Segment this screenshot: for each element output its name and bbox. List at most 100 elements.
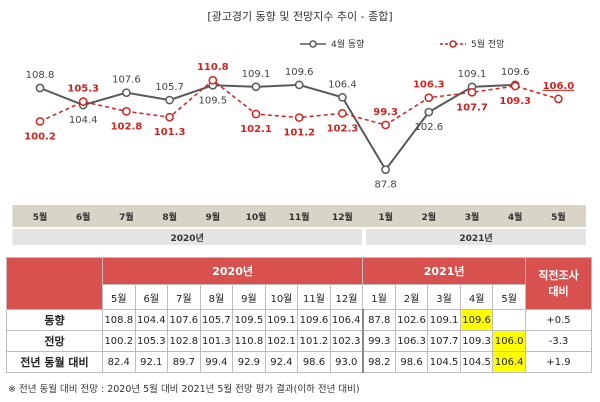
data-point-0-0	[35, 83, 45, 93]
data-point-1-7	[338, 108, 347, 118]
table-cell: 105.7	[199, 309, 234, 331]
table-cell: 100.2	[102, 330, 136, 352]
legend-item-1: 5월 전망	[440, 38, 504, 50]
table-month-header: 8월	[199, 284, 234, 310]
data-point-1-8	[381, 120, 390, 130]
table-month-header: 11월	[297, 284, 331, 310]
data-point-0-8	[381, 165, 390, 175]
data-label-0-9: 102.6	[414, 122, 443, 133]
data-point-1-4	[208, 75, 218, 85]
table-cell: 89.7	[167, 351, 201, 373]
table-cell: 104.5	[427, 351, 461, 373]
table-cell: 109.6	[297, 309, 331, 331]
data-label-0-7: 106.4	[328, 79, 357, 90]
table-month-header: 5월	[102, 284, 136, 310]
x-tick-label-11: 4월	[508, 211, 523, 223]
data-point-0-6	[294, 80, 304, 90]
x-tick-label-0: 5월	[33, 211, 48, 223]
legend-marker	[309, 40, 317, 48]
table-cell: 109.3	[459, 330, 494, 352]
data-point-0-2	[122, 88, 131, 98]
x-tick-label-3: 8월	[162, 211, 177, 223]
year-label-0: 2020년	[171, 232, 204, 244]
table-month-header: 10월	[264, 284, 299, 310]
data-label-0-2: 107.6	[112, 75, 141, 86]
table-cell: 109.5	[232, 309, 266, 331]
year-band-0	[12, 229, 363, 245]
table-month-header: 1월	[362, 284, 396, 310]
legend-marker	[449, 40, 457, 48]
table-cell: 101.3	[199, 330, 234, 352]
plot-area: 108.8 104.4 107.6 105.7 109.5 109.1 109.6 106.4…	[24, 62, 574, 190]
line-chart: [광고경기 동향 및 전망지수 추이 - 종합] 4월 동향 5월 전망 108.…	[12, 10, 586, 245]
data-label-1-11: 109.3	[499, 96, 531, 107]
table-cell: 82.4	[102, 351, 136, 373]
table-cell: 98.6	[297, 351, 331, 373]
data-label-0-4: 109.5	[198, 95, 227, 106]
data-label-0-3: 105.7	[155, 82, 184, 93]
table-month-header: 5월	[492, 284, 526, 310]
table-cell: 108.8	[102, 309, 136, 331]
table-cell: 99.4	[199, 351, 234, 373]
table-cell: 98.2	[361, 351, 396, 373]
table-cell: 106.4	[329, 309, 364, 331]
x-tick-label-4: 9월	[206, 211, 221, 223]
legend-label: 4월 동향	[331, 38, 364, 50]
data-point-1-5	[251, 109, 261, 119]
table-cell: 106.4	[492, 351, 526, 373]
table-month-header: 2월	[394, 284, 429, 310]
data-point-1-11	[510, 81, 520, 91]
legend-item-0: 4월 동향	[300, 38, 364, 50]
legend-label: 5월 전망	[471, 38, 504, 50]
table-cell: 98.6	[394, 351, 429, 373]
data-label-0-5: 109.1	[242, 69, 271, 80]
data-label-1-2: 102.8	[111, 121, 143, 132]
data-point-1-3	[165, 112, 174, 122]
chart-legend: 4월 동향 5월 전망	[300, 38, 504, 50]
table-month-header: 4월	[459, 284, 494, 310]
table-year-2021: 2021년	[362, 257, 526, 285]
table-row: 전년 동월 대비 82.4 92.1 89.7 99.4 92.9 92.4 98.6 93.0…	[6, 351, 592, 373]
table-cell: 93.0	[329, 351, 364, 373]
data-label-1-7: 102.3	[327, 123, 359, 134]
table-cell: 92.9	[232, 351, 266, 373]
table-cell: 109.1	[427, 309, 461, 331]
table-cell: 101.2	[297, 330, 331, 352]
x-tick-label-10: 3월	[465, 211, 480, 223]
table-cell: 102.3	[329, 330, 364, 352]
footnote: ※ 전년 동월 대비 전망 : 2020년 5월 대비 2021년 5월 전망 …	[8, 384, 360, 395]
table-month-header: 6월	[134, 284, 169, 310]
table-month-header: 7월	[167, 284, 201, 310]
data-point-0-9	[424, 107, 434, 117]
table-cell: 102.1	[264, 330, 299, 352]
data-label-1-9: 106.3	[413, 80, 445, 91]
table-cell: 87.8	[361, 309, 396, 331]
data-label-0-11: 109.6	[501, 67, 530, 78]
table-change-cell: +0.5	[525, 309, 592, 331]
table-cell: 107.7	[427, 330, 461, 352]
x-axis: 5월 6월 7월 8월 9월 10월 11월 12월 1월 2월 3월 4월 5월 2020년 2021년	[12, 205, 586, 245]
table-row: 동향 108.8 104.4 107.6 105.7 109.5 109.1 109.6 106…	[6, 309, 592, 331]
table-cell: 107.6	[167, 309, 201, 331]
data-label-1-10: 107.7	[456, 102, 488, 113]
data-label-0-1: 104.4	[69, 115, 98, 126]
x-tick-label-8: 1월	[378, 211, 393, 223]
data-label-0-8: 87.8	[374, 180, 396, 191]
table-cell: 109.6	[459, 309, 494, 331]
data-point-1-2	[122, 106, 131, 116]
table-change-cell: -3.3	[525, 330, 592, 352]
chart-title: [광고경기 동향 및 전망지수 추이 - 종합]	[207, 10, 392, 23]
data-point-1-6	[294, 113, 304, 122]
data-label-1-6: 101.2	[283, 128, 315, 139]
table-row-label: 전년 동월 대비	[6, 351, 103, 373]
table-cell: 105.3	[134, 330, 169, 352]
data-label-1-4: 110.8	[197, 62, 229, 73]
table-row-label: 전망	[6, 330, 103, 352]
year-label-1: 2021년	[459, 232, 492, 244]
data-point-1-9	[424, 93, 434, 103]
data-label-1-8: 99.3	[373, 107, 398, 118]
table-cell: 92.4	[264, 351, 299, 373]
data-point-0-7	[338, 92, 347, 102]
year-band-1	[366, 229, 586, 245]
table-cell: 99.3	[361, 330, 396, 352]
